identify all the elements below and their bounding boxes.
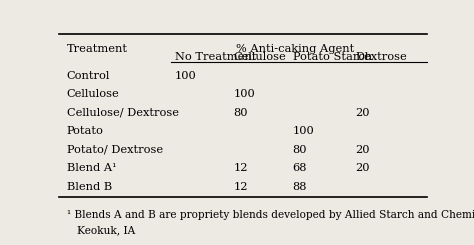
Text: Potato/ Dextrose: Potato/ Dextrose [66,145,163,155]
Text: No Treatment: No Treatment [175,52,256,62]
Text: Blend A¹: Blend A¹ [66,163,116,173]
Text: 68: 68 [292,163,307,173]
Text: 20: 20 [355,108,369,118]
Text: 88: 88 [292,182,307,192]
Text: Treatment: Treatment [66,44,128,54]
Text: 100: 100 [292,126,314,136]
Text: Potato: Potato [66,126,103,136]
Text: 20: 20 [355,145,369,155]
Text: Cellulose/ Dextrose: Cellulose/ Dextrose [66,108,179,118]
Text: Blend B: Blend B [66,182,112,192]
Text: Keokuk, IA: Keokuk, IA [66,226,135,236]
Text: 20: 20 [355,163,369,173]
Text: 12: 12 [234,163,248,173]
Text: 80: 80 [234,108,248,118]
Text: Dextrose: Dextrose [355,52,407,62]
Text: Cellulose: Cellulose [234,52,286,62]
Text: ¹ Blends A and B are propriety blends developed by Allied Starch and Chemical,: ¹ Blends A and B are propriety blends de… [66,210,474,220]
Text: 80: 80 [292,145,307,155]
Text: Control: Control [66,71,110,81]
Text: Cellulose: Cellulose [66,89,119,99]
Text: 100: 100 [175,71,197,81]
Text: 12: 12 [234,182,248,192]
Text: % Anti-caking Agent: % Anti-caking Agent [236,44,355,54]
Text: 100: 100 [234,89,255,99]
Text: Potato Starch: Potato Starch [292,52,372,62]
